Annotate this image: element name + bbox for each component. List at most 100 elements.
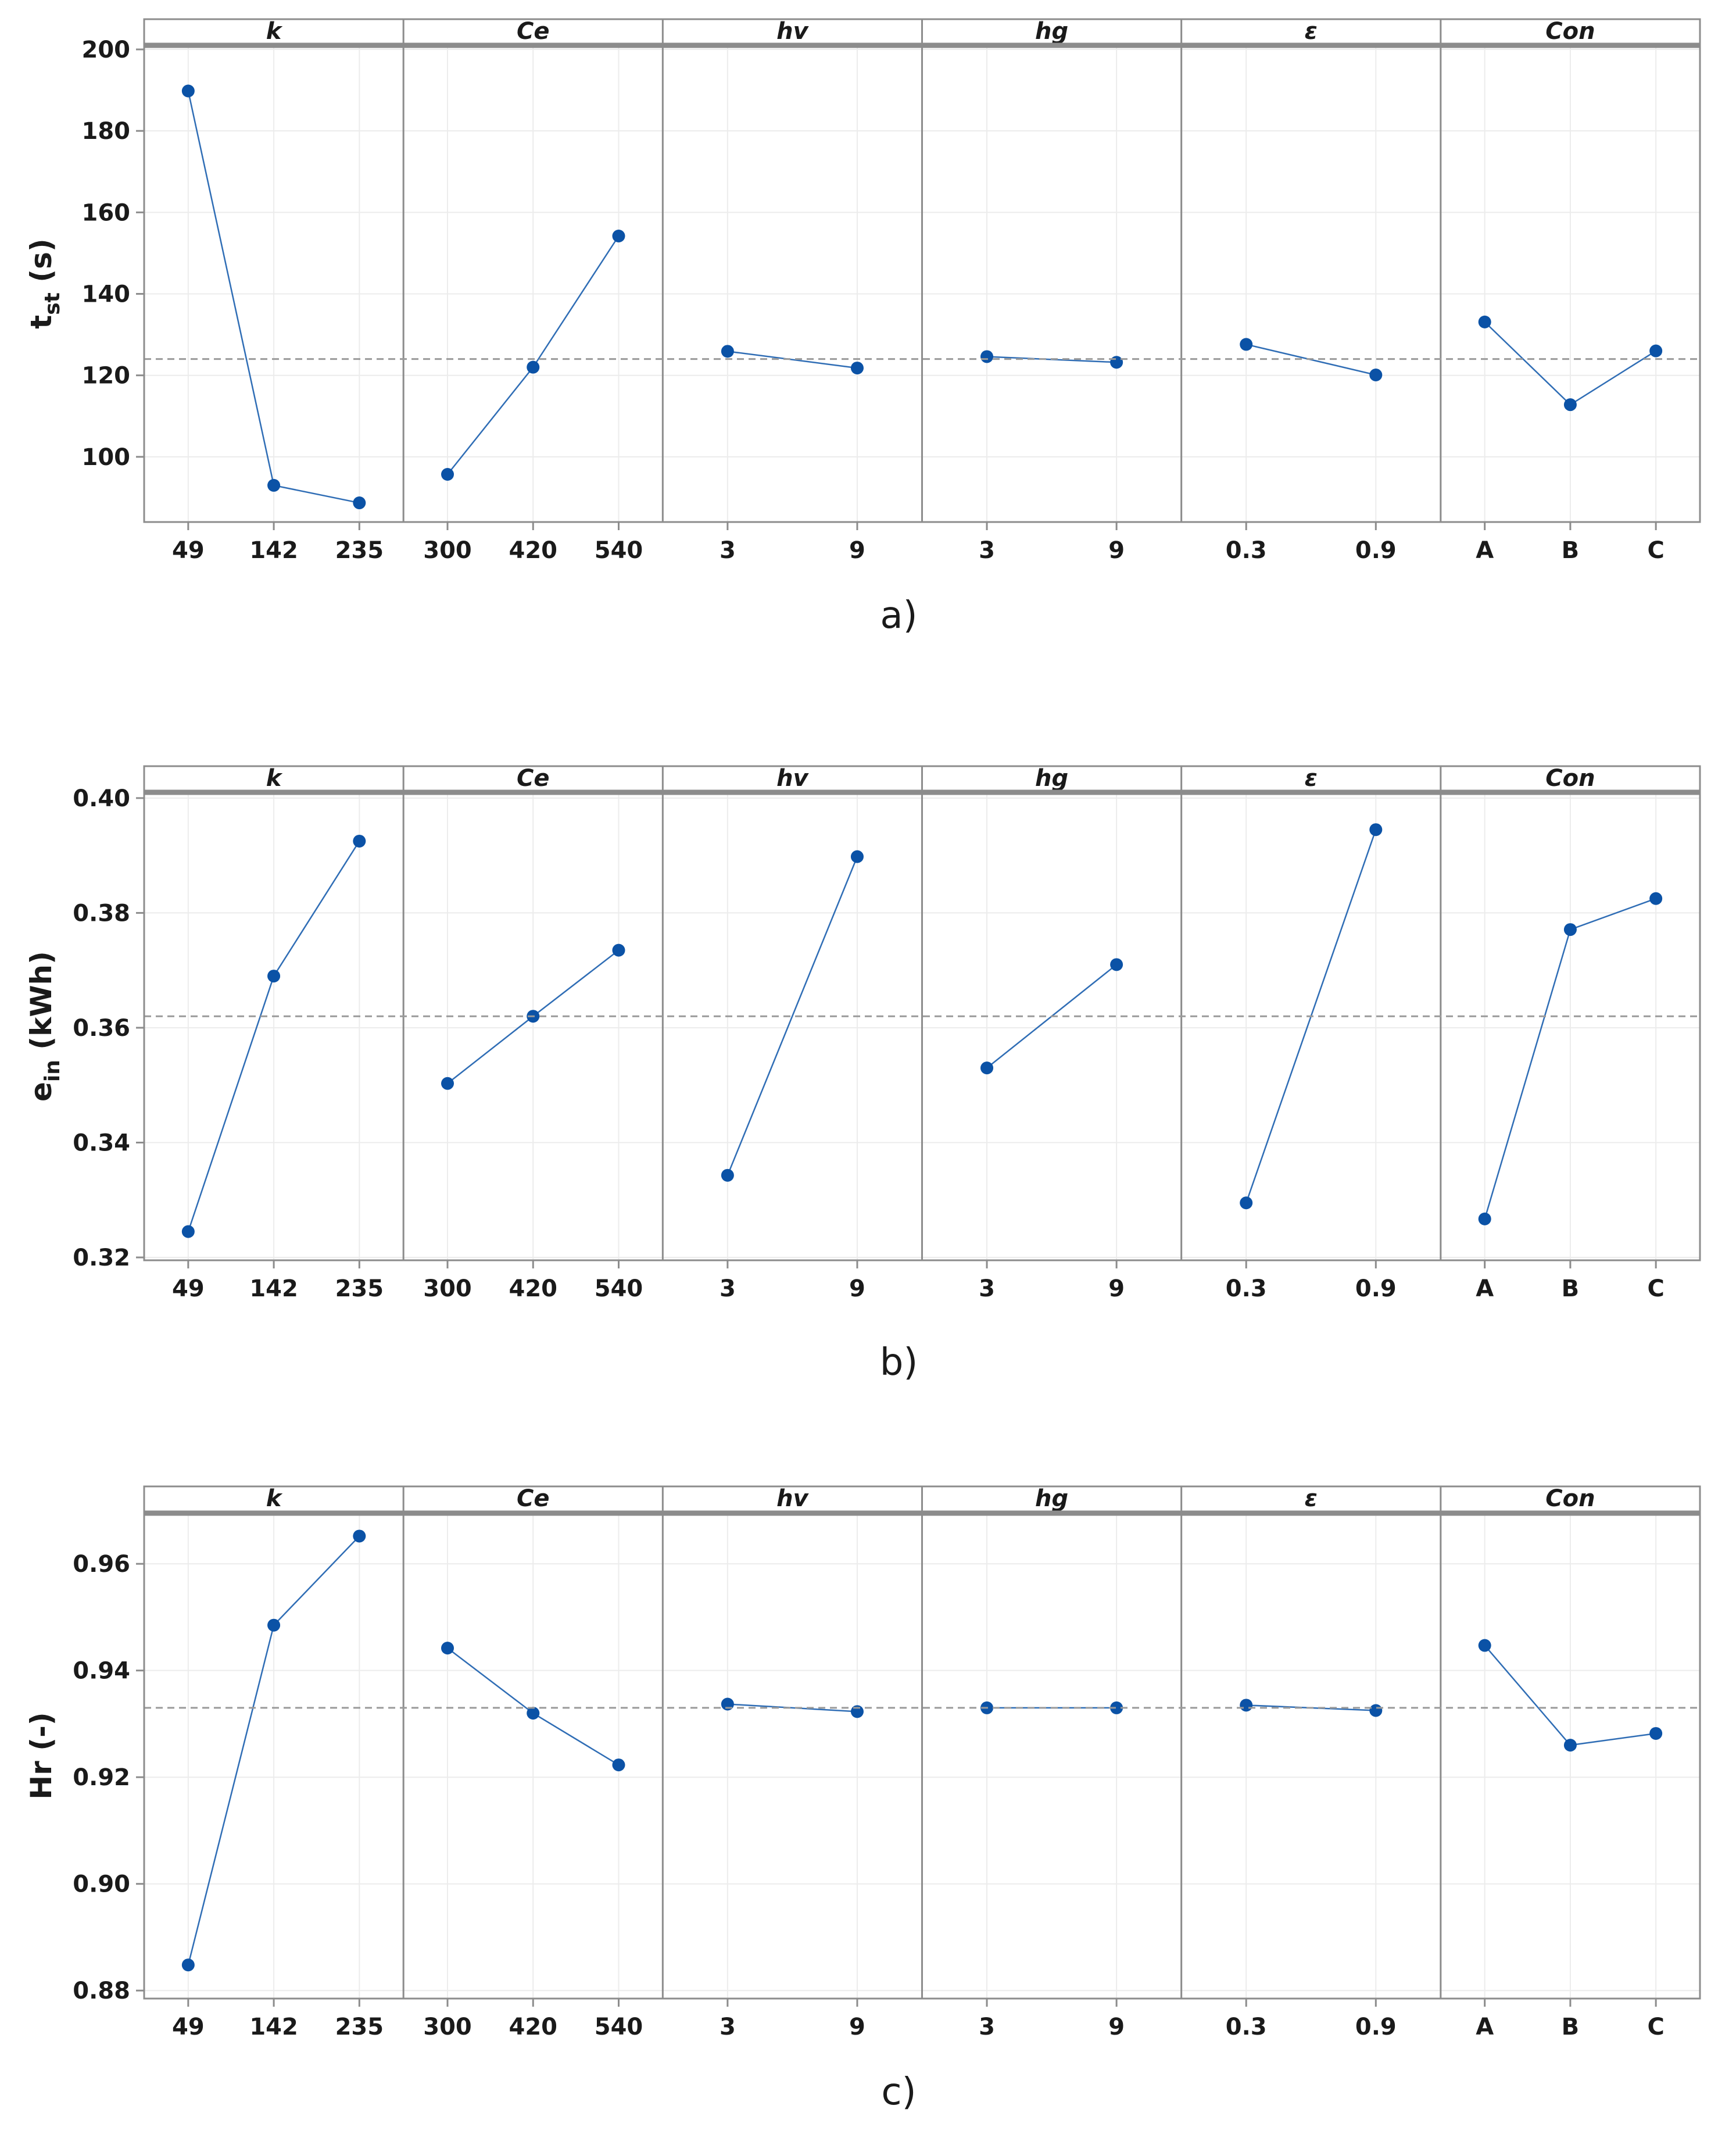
data-point [1369, 823, 1383, 837]
data-point [1563, 398, 1577, 412]
data-point [1369, 368, 1383, 381]
x-tick-label: 0.9 [1355, 537, 1397, 564]
data-point [353, 834, 366, 848]
x-tick-label: 3 [720, 2014, 736, 2040]
facet-title: k [266, 18, 283, 45]
facet-title: hg [1035, 18, 1068, 45]
panel-label: a) [880, 594, 917, 637]
chart-panel-1: 100 120 140 160 180 200 k 49 142 235 Ce 300 420 540 hv… [24, 18, 1701, 637]
y-axis-label-main: Hr (-) [24, 1712, 58, 1799]
y-tick-label: 0.34 [73, 1130, 130, 1157]
x-tick-label: C [1647, 1275, 1664, 1302]
chart-panel-3: 0.88 0.90 0.92 0.94 0.96 k 49 142 235 Ce 300 420 540… [24, 1485, 1701, 2114]
data-point [1478, 1639, 1491, 1652]
data-point [353, 496, 366, 510]
data-point [527, 1707, 540, 1720]
y-axis-label: Hr (-) [24, 1712, 58, 1799]
mean-effect-line [727, 351, 858, 369]
facet-1: k 49 142 235 [172, 765, 384, 1302]
data-point [267, 478, 281, 492]
y-axis-label: ein (kWh) [24, 951, 65, 1102]
y-tick-label: 120 [82, 363, 131, 389]
x-tick-label: 9 [1108, 1275, 1125, 1302]
y-tick-label: 180 [82, 118, 131, 145]
facet-6: Con A B C [1476, 18, 1665, 564]
x-tick-label: 3 [720, 537, 736, 564]
facet-2: Ce 300 420 540 [423, 765, 643, 1302]
data-point [980, 1061, 994, 1075]
facet-title: ε [1305, 18, 1318, 45]
y-tick-label: 200 [82, 37, 131, 63]
data-point [980, 350, 994, 363]
x-tick-label: 3 [979, 2014, 995, 2040]
x-tick-label: 142 [249, 1275, 298, 1302]
data-point [850, 850, 864, 863]
x-tick-label: 235 [335, 1275, 384, 1302]
facet-title: Ce [517, 18, 549, 45]
y-tick-label: 160 [82, 199, 131, 226]
y-tick-label: 0.96 [73, 1551, 130, 1578]
facet-5: ε 0.3 0.9 [1226, 18, 1397, 564]
facet-6: Con A B C [1476, 1485, 1665, 2040]
x-tick-label: 300 [423, 1275, 472, 1302]
facet-title: Ce [517, 765, 549, 792]
y-tick-label: 0.32 [73, 1245, 130, 1271]
data-point [181, 84, 195, 98]
panel-label: c) [881, 2071, 916, 2114]
facet-5: ε 0.3 0.9 [1226, 1485, 1397, 2040]
x-tick-label: 142 [249, 2014, 298, 2040]
data-point [850, 362, 864, 375]
facet-title: k [266, 1485, 283, 1512]
x-tick-label: 142 [249, 537, 298, 564]
y-axis-label-unit: (s) [24, 238, 58, 292]
data-point [441, 1642, 454, 1655]
x-tick-label: 540 [595, 1275, 643, 1302]
facet-title: Con [1545, 1485, 1595, 1512]
x-tick-label: B [1562, 537, 1580, 564]
panel-frame [143, 765, 1701, 1261]
facet-1: k 49 142 235 [172, 18, 384, 564]
data-point [267, 970, 281, 983]
x-tick-label: A [1476, 2014, 1494, 2040]
facet-title: ε [1305, 1485, 1318, 1512]
facet-title: Con [1545, 18, 1595, 45]
y-tick-label: 100 [82, 444, 131, 471]
x-tick-label: 49 [172, 1275, 205, 1302]
facet-title: k [266, 765, 283, 792]
facet-1: k 49 142 235 [172, 1485, 384, 2040]
y-axis-label-unit: (kWh) [24, 951, 58, 1060]
data-point [1240, 1196, 1253, 1210]
y-tick-label: 0.40 [73, 785, 130, 812]
x-tick-label: 540 [595, 537, 643, 564]
facet-title: Ce [517, 1485, 549, 1512]
data-point [527, 360, 540, 374]
facet-title: hv [776, 1485, 809, 1512]
data-point [1110, 356, 1123, 369]
data-point [1478, 315, 1491, 328]
x-tick-label: 0.3 [1226, 1275, 1267, 1302]
y-axis-label-main: t [24, 315, 58, 329]
facet-2: Ce 300 420 540 [423, 1485, 643, 2040]
data-point [441, 468, 454, 481]
x-tick-label: 0.9 [1355, 2014, 1397, 2040]
data-point [612, 1758, 625, 1772]
x-tick-label: 300 [423, 537, 472, 564]
chart-panel-2: 0.32 0.34 0.36 0.38 0.40 k 49 142 235 Ce 300 420 540… [24, 765, 1701, 1384]
x-tick-label: B [1562, 2014, 1580, 2040]
facet-title: Con [1545, 765, 1595, 792]
data-point [721, 1168, 734, 1182]
data-point [1478, 1212, 1491, 1225]
facet-title: hg [1035, 765, 1068, 792]
x-tick-label: 0.9 [1355, 1275, 1397, 1302]
x-tick-label: 420 [509, 2014, 558, 2040]
x-tick-label: 235 [335, 537, 384, 564]
data-point [1240, 338, 1253, 351]
facet-4: hg 3 9 [979, 765, 1125, 1302]
data-point [612, 230, 625, 242]
y-tick-label: 0.90 [73, 1871, 130, 1898]
x-tick-label: 420 [509, 1275, 558, 1302]
x-tick-label: 9 [849, 2014, 865, 2040]
facet-title: hv [776, 765, 809, 792]
facet-6: Con A B C [1476, 765, 1665, 1302]
